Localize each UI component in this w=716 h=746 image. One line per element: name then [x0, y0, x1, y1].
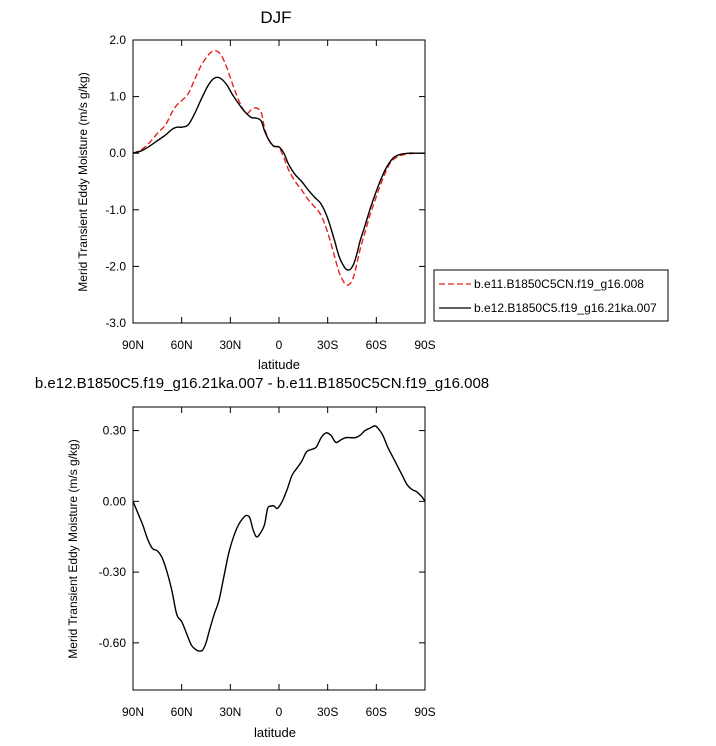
- x-tick-label: 60N: [171, 705, 193, 719]
- x-tick-label: 90N: [122, 338, 144, 352]
- y-tick-label: 0.30: [103, 424, 127, 438]
- plot-frame: [132, 39, 426, 324]
- panel-djf: DJF 2.0 1.0 0.0 -1.0 -2.0 -3.0 90N 60N 30N 0 30S 6…: [76, 8, 669, 372]
- y-tick-label: 1.0: [109, 90, 126, 104]
- x-tick-label: 0: [276, 705, 283, 719]
- x-axis-label: latitude: [254, 725, 296, 740]
- series-line-e12: [132, 76, 425, 271]
- x-tick-label: 90S: [414, 705, 435, 719]
- x-tick-label: 30N: [219, 705, 241, 719]
- x-axis-ticks: 90N 60N 30N 0 30S 60S 90S: [122, 40, 436, 352]
- chart-title-djf: DJF: [260, 8, 291, 27]
- legend: b.e11.B1850C5CN.f19_g16.008 b.e12.B1850C…: [433, 269, 669, 322]
- x-tick-label: 90S: [414, 338, 435, 352]
- x-axis-label: latitude: [258, 357, 300, 372]
- y-tick-label: 0.00: [103, 494, 127, 508]
- y-axis-ticks: 2.0 1.0 0.0 -1.0 -2.0 -3.0: [105, 33, 425, 330]
- series-line-e11: [132, 49, 426, 286]
- y-axis-label: Merid Transient Eddy Moisture (m/s g/kg): [76, 72, 90, 291]
- legend-box: [433, 269, 669, 322]
- x-tick-label: 30S: [317, 705, 338, 719]
- x-tick-label: 90N: [122, 705, 144, 719]
- x-tick-label: 60S: [366, 338, 387, 352]
- chart-title-difference: b.e12.B1850C5.f19_g16.21ka.007 - b.e11.B…: [35, 375, 489, 392]
- legend-label-e12: b.e12.B1850C5.f19_g16.21ka.007: [474, 301, 657, 315]
- y-tick-label: 0.0: [109, 146, 126, 160]
- x-axis-ticks: 90N 60N 30N 0 30S 60S 90S: [122, 407, 436, 719]
- y-axis-ticks: 0.30 0.00 -0.30 -0.60: [99, 424, 425, 650]
- y-tick-label: -3.0: [105, 316, 126, 330]
- x-tick-label: 30N: [219, 338, 241, 352]
- panel-difference: b.e12.B1850C5.f19_g16.21ka.007 - b.e11.B…: [35, 375, 489, 740]
- series-line-difference: [132, 425, 426, 652]
- legend-label-e11: b.e11.B1850C5CN.f19_g16.008: [474, 277, 644, 291]
- plot-frame: [132, 406, 426, 691]
- y-tick-label: 2.0: [109, 33, 126, 47]
- y-axis-label: Merid Transient Eddy Moisture (m/s g/kg): [66, 439, 80, 658]
- y-tick-label: -0.30: [99, 565, 127, 579]
- y-tick-label: -0.60: [99, 636, 127, 650]
- x-tick-label: 0: [276, 338, 283, 352]
- x-tick-label: 60S: [366, 705, 387, 719]
- y-tick-label: -2.0: [105, 259, 126, 273]
- x-tick-label: 60N: [171, 338, 193, 352]
- y-tick-label: -1.0: [105, 203, 126, 217]
- series-lines: [132, 49, 426, 286]
- series-lines: [132, 425, 426, 652]
- x-tick-label: 30S: [317, 338, 338, 352]
